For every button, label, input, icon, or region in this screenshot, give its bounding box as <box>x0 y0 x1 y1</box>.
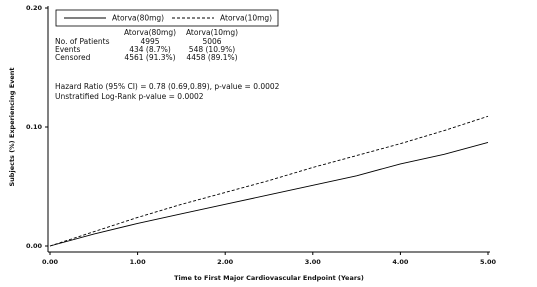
table-cell: 5006 <box>202 37 221 46</box>
y-tick-label: 0.20 <box>26 4 43 12</box>
table-row-label: Events <box>55 45 80 54</box>
table-cell: 4561 (91.3%) <box>124 53 175 62</box>
table-column-header: Atorva(80mg) <box>124 28 176 37</box>
table-cell: 4458 (89.1%) <box>186 53 237 62</box>
y-axis-label: Subjects (%) Experiencing Event <box>8 67 16 186</box>
y-tick-label: 0.10 <box>26 123 43 131</box>
legend-label: Atorva(10mg) <box>220 14 272 23</box>
legend-box <box>55 9 279 27</box>
x-tick-label: 2.00 <box>217 258 234 266</box>
series-line <box>49 115 489 247</box>
x-tick-label: 4.00 <box>392 258 409 266</box>
table-row-label: Censored <box>55 53 91 62</box>
legend-label: Atorva(80mg) <box>112 14 164 23</box>
x-axis-label: Time to First Major Cardiovascular Endpo… <box>174 274 364 282</box>
table-cell: 434 (8.7%) <box>129 45 171 54</box>
x-tick-label: 3.00 <box>305 258 322 266</box>
series-line <box>49 142 489 247</box>
table-column-header: Atorva(10mg) <box>186 28 238 37</box>
annotation: Unstratified Log-Rank p-value = 0.0002 <box>55 92 204 101</box>
x-tick-label: 1.00 <box>130 258 147 266</box>
table-cell: 4995 <box>140 37 159 46</box>
x-tick-label: 0.00 <box>42 258 59 266</box>
table-cell: 548 (10.9%) <box>189 45 235 54</box>
x-tick-label: 5.00 <box>480 258 497 266</box>
y-tick-label: 0.00 <box>26 242 43 250</box>
annotation: Hazard Ratio (95% CI) = 0.78 (0.69,0.89)… <box>55 82 280 91</box>
table-row-label: No. of Patients <box>55 37 110 46</box>
